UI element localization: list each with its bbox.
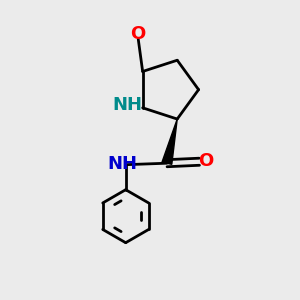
Text: O: O: [198, 152, 213, 170]
Text: NH: NH: [107, 155, 137, 173]
Text: O: O: [130, 25, 146, 43]
Polygon shape: [162, 119, 177, 164]
Text: NH: NH: [112, 97, 142, 115]
